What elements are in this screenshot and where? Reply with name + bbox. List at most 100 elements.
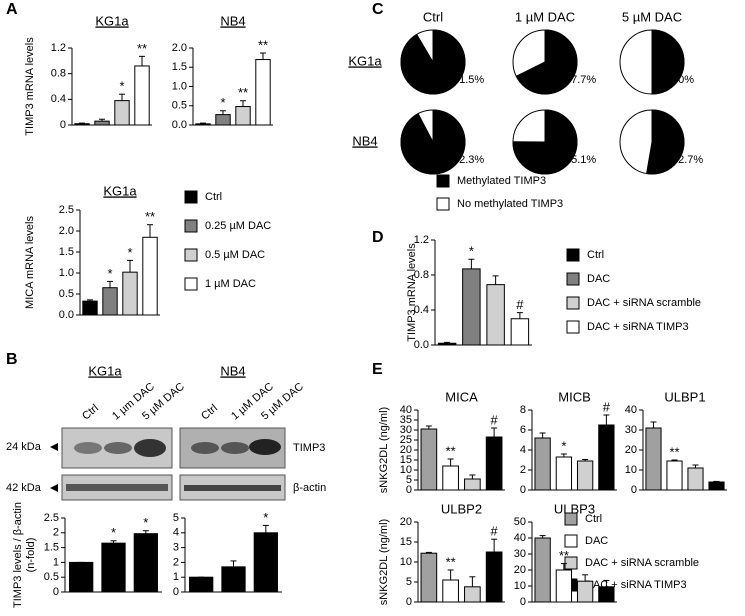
y-tick-label: 4	[520, 444, 526, 456]
y-tick-label: 30	[400, 424, 412, 436]
row-label: KG1a	[348, 53, 382, 68]
y-tick-label: 30	[514, 548, 526, 560]
bar	[114, 100, 130, 126]
y-tick-label: 0	[406, 596, 412, 608]
y-axis-label: TIMP3 mRNA levels	[406, 243, 418, 342]
y-tick-label: 0	[406, 484, 412, 496]
y-tick-label: 0.0	[414, 339, 429, 351]
y-axis-label: MICA mRNA levels	[24, 216, 36, 309]
column-label: Ctrl	[423, 9, 443, 24]
bar	[464, 586, 481, 603]
chart-title: MICA	[445, 389, 478, 404]
panel-letter: C	[372, 1, 384, 18]
chart-title: NB4	[220, 13, 245, 28]
y-tick-label: 1.2	[51, 42, 66, 54]
y-tick-label: 20	[400, 444, 412, 456]
blot-title: NB4	[220, 363, 245, 378]
legend-swatch	[184, 219, 198, 233]
bar	[534, 537, 551, 603]
y-tick-label: 0.0	[59, 309, 74, 321]
y-tick-label: 2	[520, 464, 526, 476]
significance-label: #	[491, 412, 499, 427]
y-axis-label: sNKG2DL (ng/ml)	[378, 407, 390, 493]
y-tick-label: 0.4	[51, 93, 66, 105]
bar	[122, 271, 138, 316]
bar	[253, 532, 278, 593]
bar	[687, 467, 704, 491]
y-tick-label: 0	[631, 484, 637, 496]
y-tick-label: 0.5	[172, 100, 187, 112]
bar	[142, 236, 158, 316]
bar	[645, 427, 662, 491]
column-label: 5 µM DAC	[622, 9, 682, 24]
y-tick-label: 0.0	[172, 119, 187, 131]
y-tick-label: 5	[406, 576, 412, 588]
y-tick-label: 2.0	[172, 42, 187, 54]
y-tick-label: 20	[400, 516, 412, 528]
bar	[442, 465, 459, 491]
y-axis-label: (n-fold)	[25, 538, 37, 573]
bar	[534, 437, 551, 491]
blot-band	[184, 485, 281, 491]
significance-label: *	[220, 95, 225, 110]
legend-label: 1 µM DAC	[205, 278, 256, 290]
panel-letter: B	[6, 351, 18, 368]
y-tick-label: 2.0	[59, 225, 74, 237]
column-label: 1 µM DAC	[515, 9, 575, 24]
legend-label: Ctrl	[205, 191, 222, 203]
y-tick-label: 2.5	[59, 204, 74, 216]
y-axis-label: sNKG2DL (ng/ml)	[378, 519, 390, 605]
blot-band	[134, 439, 166, 457]
legend-swatch	[184, 248, 198, 262]
legend-label: No methylated TIMP3	[457, 198, 563, 210]
y-tick-label: 1.5	[44, 542, 59, 554]
bar	[464, 478, 481, 491]
legend-swatch	[566, 248, 580, 262]
significance-label: **	[669, 444, 679, 459]
significance-label: **	[258, 37, 268, 52]
significance-label: **	[145, 209, 155, 224]
legend-swatch	[566, 272, 580, 286]
bar	[255, 59, 271, 126]
bar	[486, 284, 505, 346]
legend-swatch	[564, 556, 578, 570]
significance-label: *	[107, 266, 112, 281]
protein-label: β-actin	[293, 482, 326, 494]
y-tick-label: 1.0	[59, 267, 74, 279]
legend-swatch	[436, 174, 450, 188]
significance-label: #	[491, 524, 499, 539]
significance-label: **	[446, 443, 456, 458]
significance-label: **	[446, 554, 456, 569]
bar	[420, 428, 438, 491]
blot-band	[66, 484, 168, 491]
bar	[555, 456, 573, 491]
legend-label: 0.25 µM DAC	[205, 220, 271, 232]
blot-band	[249, 439, 281, 455]
pie-slice	[400, 29, 466, 95]
panel-letter: E	[372, 361, 383, 378]
y-tick-label: 1.2	[414, 234, 429, 246]
y-tick-label: 1.5	[59, 246, 74, 258]
chart-title: KG1a	[103, 183, 137, 198]
y-tick-label: 15	[400, 536, 412, 548]
chart-title: ULBP2	[441, 501, 482, 516]
y-tick-label: 0	[60, 119, 66, 131]
y-tick-label: 0.8	[414, 269, 429, 281]
legend-label: DAC	[585, 535, 608, 547]
bar	[666, 460, 683, 491]
value-label: 75.1%	[565, 154, 596, 166]
bar	[598, 586, 615, 603]
marker-arrow	[50, 484, 58, 492]
significance-label: *	[263, 510, 268, 525]
blot-band	[104, 442, 132, 454]
y-tick-label: 0	[520, 484, 526, 496]
significance-label: **	[238, 85, 248, 100]
y-tick-label: 1	[53, 556, 59, 568]
significance-label: **	[137, 41, 147, 56]
bar	[576, 580, 594, 603]
y-tick-label: 5	[406, 474, 412, 486]
pie-slice	[651, 29, 685, 95]
bar	[195, 123, 211, 126]
pie-slice	[646, 109, 685, 175]
legend-swatch	[566, 296, 580, 310]
